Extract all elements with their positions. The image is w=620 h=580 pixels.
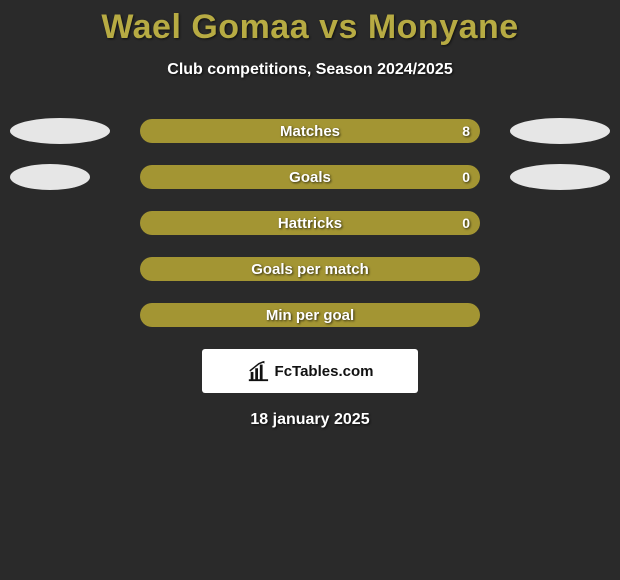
stat-label: Hattricks xyxy=(278,215,342,232)
stat-label: Min per goal xyxy=(266,307,354,324)
stat-bar: Matches 8 xyxy=(140,119,480,143)
stat-row: Goals 0 xyxy=(0,165,620,189)
stat-label: Goals xyxy=(289,169,331,186)
stat-row: Goals per match xyxy=(0,257,620,281)
page-title: Wael Gomaa vs Monyane xyxy=(0,8,620,47)
stat-value-right: 0 xyxy=(462,169,470,185)
stat-bar: Min per goal xyxy=(140,303,480,327)
stat-rows: Matches 8 Goals 0 Hattricks 0 Goals per match M… xyxy=(0,119,620,327)
date-label: 18 january 2025 xyxy=(0,411,620,429)
player-right-ellipse xyxy=(510,118,610,144)
stat-label: Matches xyxy=(280,123,340,140)
stat-row: Matches 8 xyxy=(0,119,620,143)
bar-chart-icon xyxy=(247,360,269,382)
stat-row: Hattricks 0 xyxy=(0,211,620,235)
source-badge: FcTables.com xyxy=(202,349,418,393)
player-left-ellipse xyxy=(10,164,90,190)
stat-value-right: 8 xyxy=(462,123,470,139)
stat-bar: Goals per match xyxy=(140,257,480,281)
comparison-card: Wael Gomaa vs Monyane Club competitions,… xyxy=(0,0,620,429)
stat-bar: Hattricks 0 xyxy=(140,211,480,235)
player-left-ellipse xyxy=(10,118,110,144)
source-badge-text: FcTables.com xyxy=(275,363,374,380)
stat-label: Goals per match xyxy=(251,261,369,278)
stat-value-right: 0 xyxy=(462,215,470,231)
stat-row: Min per goal xyxy=(0,303,620,327)
subtitle: Club competitions, Season 2024/2025 xyxy=(0,61,620,79)
stat-bar: Goals 0 xyxy=(140,165,480,189)
player-right-ellipse xyxy=(510,164,610,190)
